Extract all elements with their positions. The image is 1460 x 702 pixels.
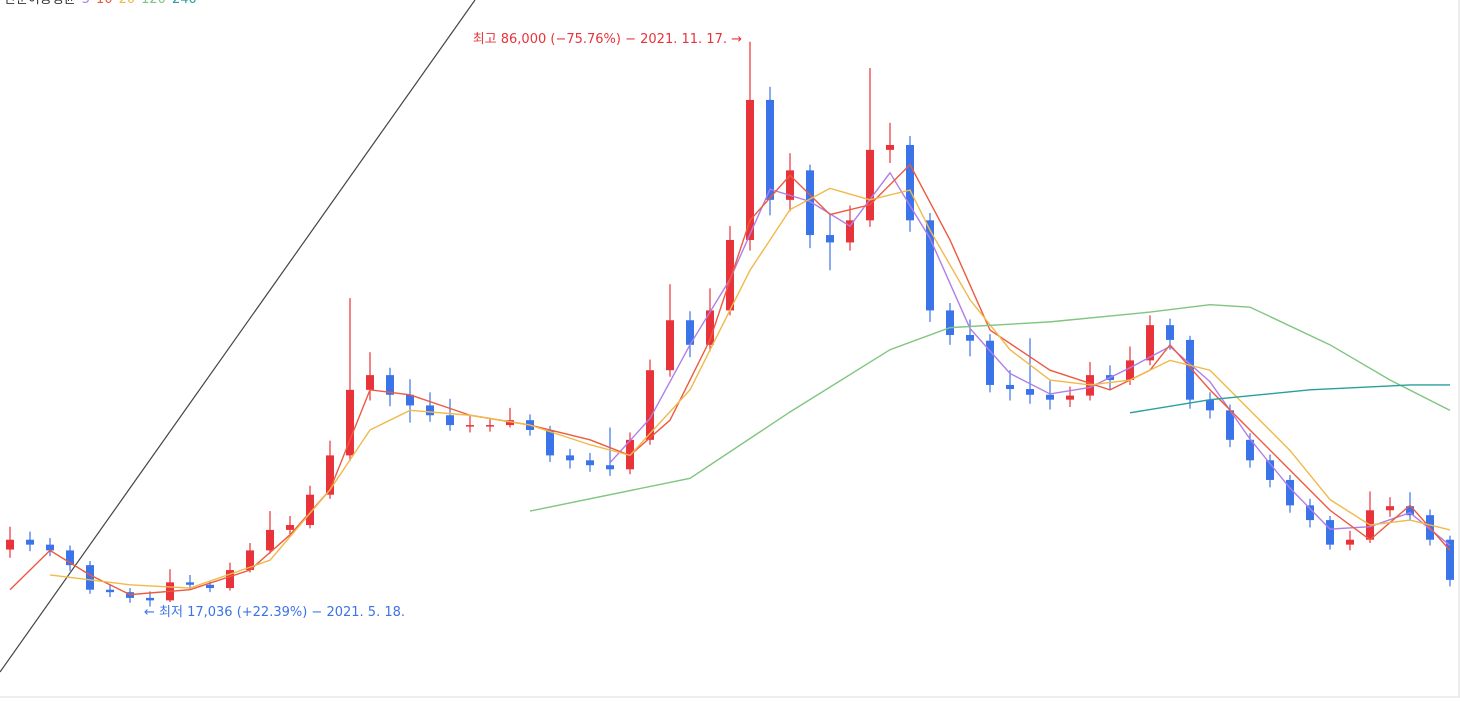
ma-line (49, 187, 1451, 589)
candle-body (1246, 439, 1254, 461)
candle-body (226, 570, 234, 589)
candle-body (846, 220, 854, 243)
candle-body (1306, 505, 1314, 521)
candle-body (26, 539, 34, 545)
candle-body (1006, 384, 1014, 390)
candle-body (1206, 399, 1214, 411)
ma-line (9, 163, 1451, 596)
candle-body (86, 565, 94, 590)
candle-body (1326, 520, 1334, 545)
candle-body (786, 170, 794, 200)
candle-body (746, 99, 754, 240)
candle-body (446, 415, 454, 426)
legend: 단순이동평균 5 10 20 120 240 (4, 0, 197, 7)
candle-body (706, 310, 714, 345)
legend-item: 5 (82, 0, 90, 7)
candle-body (66, 550, 74, 566)
candle-body (1026, 389, 1034, 395)
candle-body (1346, 539, 1354, 545)
candle-body (1226, 410, 1234, 440)
candle-body (1406, 506, 1414, 516)
annotation-low: ← 최저 17,036 (+22.39%) − 2021. 5. 18. (144, 605, 405, 620)
candle-body (1166, 325, 1174, 340)
candle-body (566, 455, 574, 461)
candle-body (666, 320, 674, 371)
candle-body (966, 334, 974, 341)
candle-body (866, 149, 874, 221)
candle-body (386, 375, 394, 395)
candle-body (266, 529, 274, 551)
candle-body (906, 144, 914, 221)
legend-item: 20 (119, 0, 136, 7)
ma-line (1129, 384, 1450, 414)
candle-body (806, 170, 814, 236)
candle-body (1046, 394, 1054, 400)
candle-body (366, 375, 374, 390)
candle-body (1126, 360, 1134, 381)
candle-body (1386, 506, 1394, 511)
candle-body (6, 539, 14, 550)
candle-body (506, 420, 514, 426)
candle-body (46, 544, 54, 551)
candle-body (1186, 339, 1194, 400)
candle-body (606, 465, 614, 470)
legend-item: 10 (96, 0, 113, 7)
candle-body (206, 584, 214, 589)
candle-body (106, 589, 114, 593)
candle-body (486, 425, 494, 427)
candle-body (1286, 479, 1294, 506)
annotation-high: 최고 86,000 (−75.76%) − 2021. 11. 17. → (473, 32, 742, 47)
candle-body (926, 220, 934, 311)
candle-body (1146, 325, 1154, 361)
legend-item: 240 (172, 0, 197, 7)
candle-body (586, 460, 594, 466)
candle-body (286, 525, 294, 530)
candle-body (346, 389, 354, 456)
candle-body (406, 394, 414, 406)
candle-body (546, 429, 554, 456)
ma-line (529, 303, 1451, 512)
candle-body (646, 370, 654, 440)
candle-body (726, 239, 734, 311)
candle-body (766, 99, 774, 200)
candle-body (1066, 395, 1074, 400)
candle-body (986, 340, 994, 385)
candle-body (1446, 539, 1454, 580)
candle-body (326, 455, 334, 495)
trend-line (0, 0, 476, 673)
candle-body (466, 425, 474, 427)
candle-body (186, 582, 194, 585)
candle-body (1266, 460, 1274, 480)
legend-item: 120 (141, 0, 166, 7)
candle-body (686, 320, 694, 345)
candle-body (426, 405, 434, 416)
candle-body (826, 235, 834, 243)
ma-line (609, 171, 1451, 547)
candle-body (146, 597, 154, 601)
candle-body (306, 494, 314, 526)
candle-body (886, 144, 894, 150)
legend-label: 단순이동평균 (4, 0, 76, 7)
candle-body (946, 310, 954, 335)
candle-body (246, 550, 254, 571)
